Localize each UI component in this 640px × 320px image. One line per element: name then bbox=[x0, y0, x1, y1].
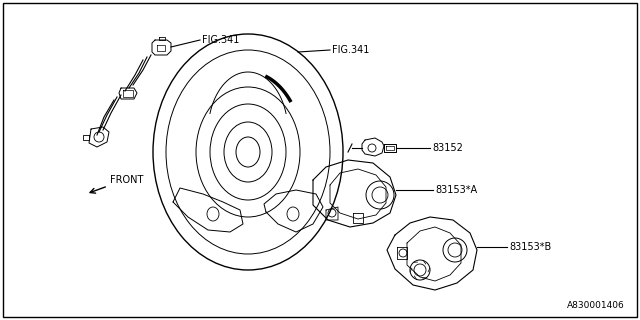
Text: FIG.341: FIG.341 bbox=[332, 45, 369, 55]
Text: FRONT: FRONT bbox=[110, 175, 143, 185]
Text: FIG.341: FIG.341 bbox=[202, 35, 239, 45]
Text: 83153*B: 83153*B bbox=[509, 242, 551, 252]
Text: 83152: 83152 bbox=[432, 143, 463, 153]
Text: A830001406: A830001406 bbox=[567, 301, 625, 310]
Text: 83153*A: 83153*A bbox=[435, 185, 477, 195]
